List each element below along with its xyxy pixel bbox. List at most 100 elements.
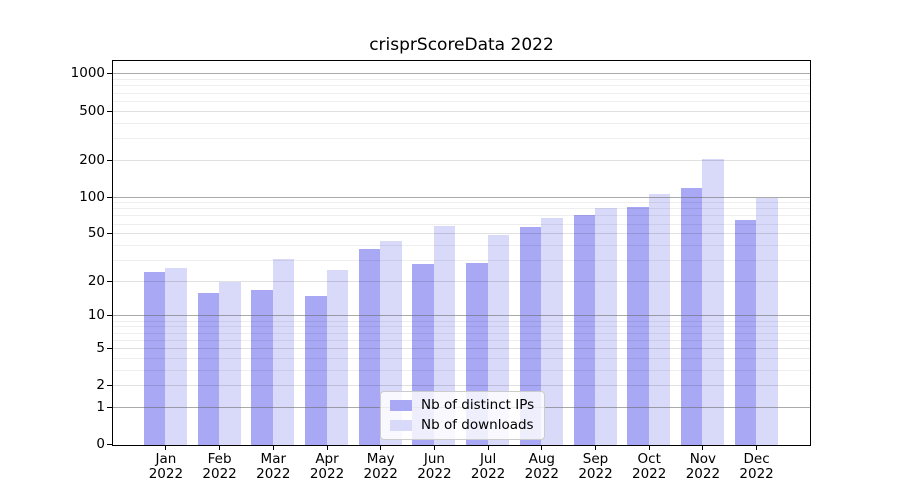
gridline-400: [113, 122, 810, 124]
legend-row-downloads: Nb of downloads: [390, 418, 534, 433]
y-tick-mark-500: [107, 110, 112, 112]
bar-ips-dec-2022: [734, 219, 757, 445]
y-tick-label-20: 20: [87, 272, 105, 289]
bar-ips-sep-2022: [573, 214, 595, 445]
y-tick-mark-0: [107, 444, 112, 445]
x-tick-label-jan: Jan 2022: [148, 451, 184, 482]
gridline-700: [113, 92, 810, 94]
y-tick-label-1000: 1000: [70, 65, 105, 82]
x-tick-mark-oct: [648, 446, 650, 450]
gridline-4: [113, 357, 810, 359]
x-tick-label-oct: Oct 2022: [632, 451, 667, 482]
gridline-3: [113, 369, 810, 371]
gridline-10: [113, 315, 810, 317]
bar-downloads-nov-2022: [702, 159, 724, 445]
bar-downloads-mar-2022: [272, 259, 295, 445]
x-tick-mark-may: [380, 446, 382, 450]
x-tick-label-sep: Sep 2022: [578, 451, 613, 482]
x-tick-mark-apr: [326, 446, 328, 450]
gridline-7: [113, 332, 810, 334]
gridline-40: [113, 244, 810, 246]
x-tick-mark-nov: [702, 446, 704, 450]
y-tick-label-0: 0: [96, 436, 105, 452]
bar-downloads-jan-2022: [165, 268, 187, 445]
bar-ips-nov-2022: [680, 187, 703, 445]
y-tick-label-50: 50: [87, 225, 105, 242]
gridline-300: [113, 137, 810, 139]
y-tick-label-100: 100: [79, 188, 105, 205]
y-tick-mark-1: [107, 406, 112, 408]
x-tick-mark-aug: [541, 446, 543, 450]
legend-swatch-ips: [390, 400, 412, 411]
x-tick-label-aug: Aug 2022: [524, 451, 559, 482]
gridline-50: [113, 233, 810, 235]
y-tick-label-10: 10: [87, 307, 105, 324]
bar-downloads-sep-2022: [595, 208, 617, 445]
gridline-2: [113, 385, 810, 387]
y-tick-mark-50: [107, 233, 112, 235]
x-tick-label-may: May 2022: [363, 451, 398, 482]
y-tick-mark-100: [107, 196, 112, 198]
y-tick-mark-5: [107, 347, 112, 349]
y-tick-label-500: 500: [79, 102, 105, 119]
x-tick-label-jul: Jul 2022: [470, 451, 506, 482]
plot-area: Nb of distinct IPs Nb of downloads: [112, 60, 811, 446]
x-tick-mark-mar: [272, 446, 274, 450]
y-tick-mark-2: [107, 385, 112, 387]
x-tick-mark-feb: [219, 446, 221, 450]
x-tick-mark-dec: [756, 446, 758, 450]
y-tick-label-2: 2: [96, 377, 105, 394]
gridline-1000: [113, 73, 810, 75]
legend: Nb of distinct IPs Nb of downloads: [380, 391, 546, 440]
x-tick-mark-jun: [433, 446, 435, 450]
gridline-30: [113, 259, 810, 261]
y-tick-mark-200: [107, 159, 112, 161]
gridline-80: [113, 208, 810, 210]
gridline-800: [113, 85, 810, 87]
bar-ips-may-2022: [358, 248, 381, 445]
gridline-6: [113, 339, 810, 341]
chart-title: crisprScoreData 2022: [369, 35, 554, 55]
x-tick-mark-sep: [595, 446, 596, 450]
x-tick-label-dec: Dec 2022: [739, 451, 774, 482]
gridline-5: [113, 347, 810, 349]
bar-ips-feb-2022: [197, 293, 220, 445]
legend-row-ips: Nb of distinct IPs: [390, 398, 534, 413]
gridline-900: [113, 79, 810, 81]
gridline-90: [113, 202, 810, 204]
x-tick-label-feb: Feb 2022: [202, 451, 237, 482]
y-tick-mark-20: [107, 280, 112, 282]
bar-downloads-oct-2022: [648, 193, 671, 445]
x-tick-mark-jan: [165, 446, 167, 450]
gridline-8: [113, 326, 810, 328]
bar-ips-jan-2022: [143, 272, 166, 445]
y-tick-label-5: 5: [96, 339, 105, 356]
legend-label-downloads: Nb of downloads: [421, 417, 534, 433]
bar-downloads-dec-2022: [756, 197, 778, 445]
gridline-500: [113, 110, 810, 112]
legend-label-ips: Nb of distinct IPs: [421, 397, 535, 413]
gridlines-layer: [113, 61, 810, 445]
x-tick-label-jun: Jun 2022: [417, 451, 452, 482]
bar-ips-mar-2022: [251, 290, 273, 445]
bars-layer: [113, 61, 810, 445]
gridline-200: [113, 159, 810, 161]
bar-downloads-feb-2022: [219, 281, 241, 445]
gridline-100: [113, 196, 810, 198]
gridline-9: [113, 320, 810, 322]
gridline-20: [113, 280, 810, 282]
x-tick-label-nov: Nov 2022: [685, 451, 721, 482]
bar-ips-oct-2022: [627, 206, 649, 445]
gridline-60: [113, 223, 810, 225]
bar-downloads-apr-2022: [326, 270, 348, 445]
legend-swatch-downloads: [390, 420, 412, 431]
gridline-600: [113, 100, 810, 102]
y-tick-mark-10: [107, 315, 112, 317]
y-tick-label-200: 200: [79, 151, 105, 168]
bar-ips-apr-2022: [305, 296, 327, 445]
gridline-70: [113, 215, 810, 217]
y-tick-mark-1000: [107, 73, 112, 75]
x-tick-label-mar: Mar 2022: [256, 451, 291, 482]
y-tick-label-1: 1: [96, 398, 105, 415]
